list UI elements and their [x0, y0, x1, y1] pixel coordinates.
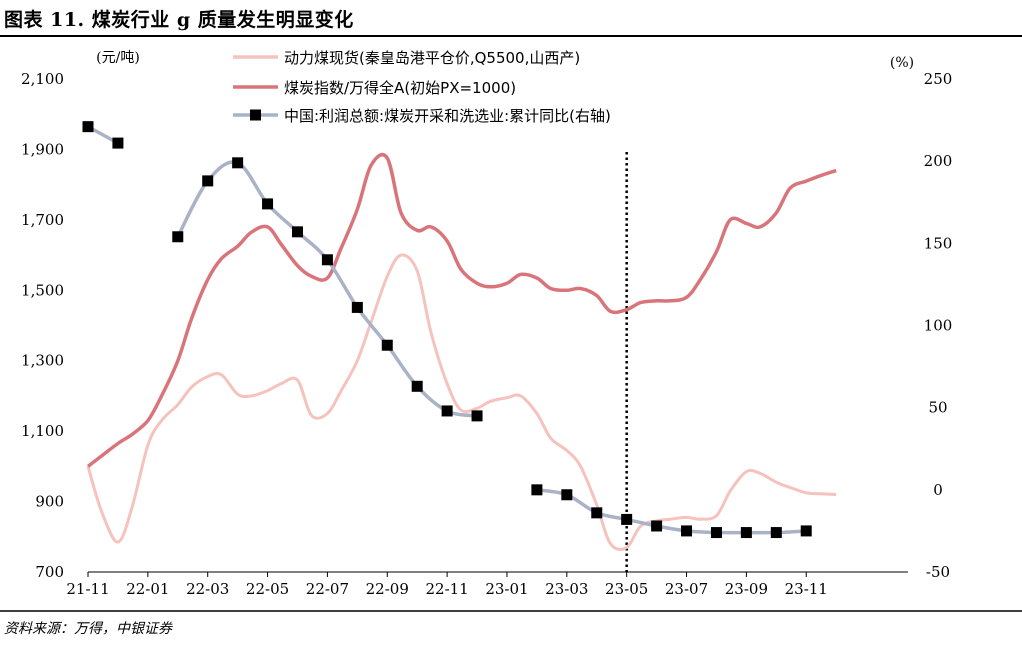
profit-yoy-marker — [471, 410, 483, 422]
profit-yoy-line — [176, 160, 478, 418]
x-tick-label: 23-07 — [665, 580, 708, 598]
profit-yoy-marker — [82, 121, 94, 133]
x-tick-label: 23-09 — [725, 580, 768, 598]
left-tick-label: 1,900 — [21, 140, 64, 158]
x-tick-label: 22-09 — [366, 580, 409, 598]
profit-yoy-marker — [621, 513, 633, 525]
x-tick-label: 22-07 — [306, 580, 349, 598]
left-tick-label: 1,500 — [21, 281, 64, 299]
right-tick-label: -50 — [926, 563, 950, 581]
right-tick-label: 100 — [924, 317, 953, 335]
right-tick-label: 250 — [924, 70, 953, 88]
left-tick-label: 1,700 — [21, 211, 64, 229]
profit-yoy-marker — [381, 339, 393, 351]
profit-yoy-marker — [710, 527, 722, 539]
left-tick-label: 1,100 — [21, 422, 64, 440]
legend-marker — [250, 109, 261, 121]
right-tick-label: 200 — [924, 152, 953, 170]
profit-yoy-marker — [321, 254, 333, 266]
profit-yoy-marker — [232, 157, 244, 169]
profit-yoy-marker — [591, 507, 603, 519]
left-tick-label: 1,300 — [21, 352, 64, 370]
right-tick-label: 150 — [924, 234, 953, 252]
coal-price-line — [86, 253, 837, 551]
right-axis-unit: (%) — [890, 55, 914, 71]
profit-yoy-marker — [770, 527, 782, 539]
left-tick-label: 900 — [35, 493, 64, 511]
profit-yoy-marker — [441, 405, 453, 417]
profit-yoy-marker — [681, 525, 693, 537]
coal-index-line — [86, 152, 837, 468]
profit-yoy-marker — [531, 484, 543, 496]
profit-yoy-line — [536, 488, 807, 535]
x-tick-label: 22-03 — [186, 580, 229, 598]
right-tick-label: 0 — [933, 481, 943, 499]
profit-yoy-marker — [651, 520, 663, 532]
figure-title: 图表 11. 煤炭行业 g 质量发生明显变化 — [4, 9, 354, 31]
profit-yoy-marker — [800, 525, 812, 537]
legend-label: 中国:利润总额:煤炭开采和洗选业:累计同比(右轴) — [284, 107, 611, 125]
profit-yoy-marker — [351, 301, 363, 313]
right-tick-label: 50 — [928, 399, 947, 417]
profit-yoy-marker — [291, 226, 303, 238]
left-tick-label: 700 — [35, 563, 64, 581]
profit-yoy-marker — [262, 198, 274, 210]
profit-yoy-marker — [411, 380, 423, 392]
x-tick-label: 23-03 — [545, 580, 588, 598]
x-tick-label: 23-11 — [785, 580, 828, 598]
profit-yoy-marker — [561, 489, 573, 501]
x-tick-label: 23-01 — [485, 580, 528, 598]
x-tick-label: 22-01 — [126, 580, 169, 598]
profit-yoy-marker — [740, 527, 752, 539]
legend-label: 煤炭指数/万得全A(初始PX=1000) — [284, 79, 516, 97]
x-tick-label: 21-11 — [66, 580, 109, 598]
x-tick-label: 23-05 — [605, 580, 648, 598]
profit-yoy-marker — [172, 231, 184, 243]
x-tick-label: 22-05 — [246, 580, 289, 598]
profit-yoy-marker — [112, 137, 124, 149]
source-note: 资料来源：万得，中银证券 — [4, 621, 172, 637]
profit-yoy-marker — [202, 175, 214, 187]
legend-label: 动力煤现货(秦皇岛港平仓价,Q5500,山西产) — [284, 49, 580, 67]
left-axis-unit: (元/吨) — [96, 50, 140, 66]
left-tick-label: 2,100 — [21, 70, 64, 88]
x-tick-label: 22-11 — [425, 580, 468, 598]
